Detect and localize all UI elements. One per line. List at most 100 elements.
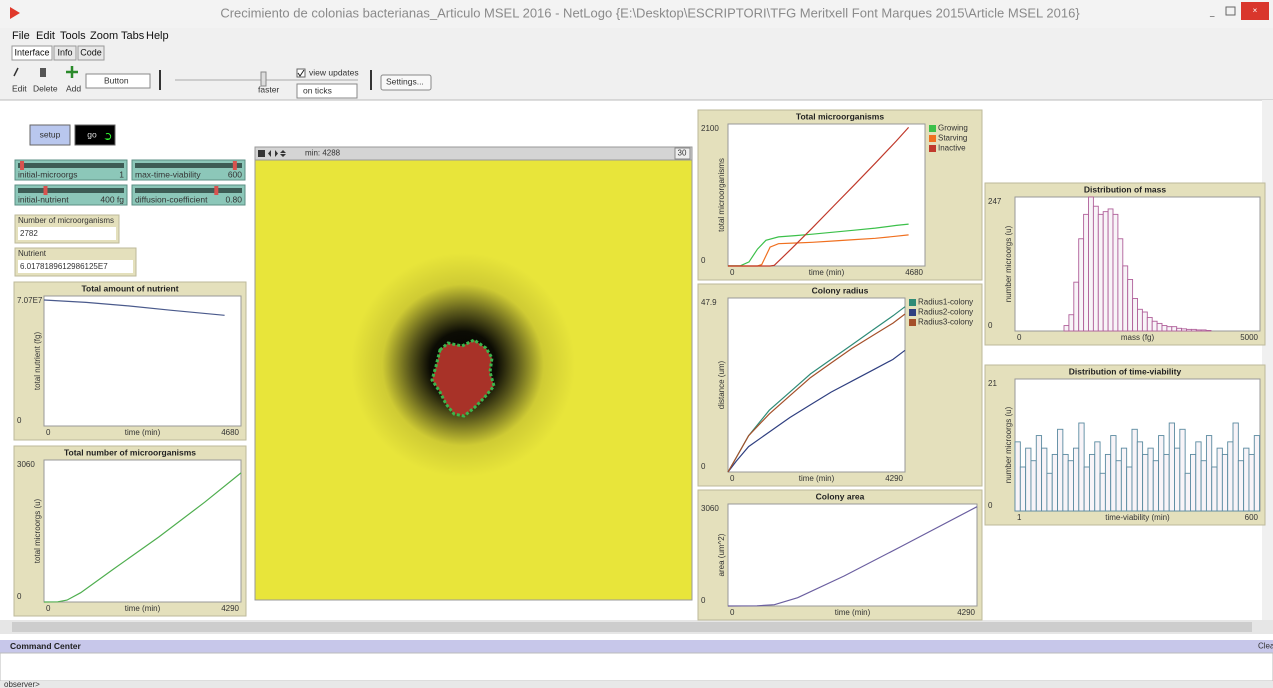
slider-name: initial-nutrient — [18, 194, 69, 204]
monitor-value: 2782 — [20, 229, 38, 238]
series-line — [43, 472, 242, 603]
x-tick-label: 4290 — [885, 474, 903, 483]
legend-label: Radius1-colony — [918, 298, 973, 307]
y-tick-label: 2100 — [701, 124, 719, 133]
histogram-bar — [1216, 447, 1223, 512]
view-icon — [258, 150, 265, 157]
tab[interactable] — [53, 45, 77, 61]
histogram-bar — [1104, 453, 1112, 512]
menu-item[interactable]: Help — [146, 30, 169, 42]
menu-item[interactable]: File — [12, 30, 30, 42]
tab-label: Info — [57, 47, 72, 57]
v-scrollbar[interactable] — [1262, 100, 1273, 620]
histogram-bar — [1147, 447, 1154, 512]
slider-handle[interactable] — [232, 161, 237, 170]
separator — [370, 70, 372, 90]
checkbox[interactable] — [296, 68, 306, 78]
histogram-bar — [1174, 447, 1181, 512]
close-button[interactable] — [1241, 2, 1269, 20]
setup-button[interactable] — [29, 124, 71, 146]
histogram-bar — [1019, 466, 1027, 512]
close-icon: × — [1253, 6, 1258, 15]
slider-handle[interactable] — [214, 186, 219, 195]
y-axis-label: total nutrient (fg) — [33, 332, 42, 391]
slider-name: diffusion-coefficient — [135, 194, 208, 204]
speed-handle[interactable] — [260, 71, 267, 87]
add-icon — [66, 66, 78, 78]
minimize[interactable]: _ — [1209, 8, 1215, 17]
settings-button[interactable] — [380, 74, 432, 91]
plot-title: Distribution of mass — [1084, 184, 1166, 194]
legend-label: Growing — [938, 124, 968, 133]
tab-label: Interface — [14, 47, 49, 57]
slider-value: 600 — [228, 169, 242, 179]
menu-item[interactable]: Tools — [60, 30, 86, 42]
histogram-bar — [1136, 441, 1144, 512]
check — [297, 69, 305, 77]
histogram-bar — [1132, 297, 1138, 332]
x-tick-label: 4290 — [957, 608, 975, 617]
histogram-bar — [1127, 279, 1134, 332]
menu-item[interactable]: Edit — [36, 30, 55, 42]
histogram-bar — [1057, 428, 1064, 512]
slider-track — [18, 163, 124, 168]
y-tick-label: 3060 — [17, 460, 35, 469]
y-axis-label: number microorgs (u) — [1004, 225, 1013, 302]
tab[interactable] — [77, 45, 105, 61]
series-line — [43, 299, 225, 316]
y-tick-label: 0 — [17, 592, 22, 601]
y-tick-label: 0 — [988, 321, 993, 330]
histogram-bar — [1102, 211, 1109, 332]
maximize[interactable] — [1225, 6, 1236, 16]
x-tick-label: 4680 — [905, 268, 923, 277]
clear-button[interactable]: Clear — [1258, 642, 1273, 651]
histogram-bar — [1221, 453, 1229, 512]
toolbar-label: Settings... — [386, 76, 424, 86]
tab[interactable] — [11, 45, 53, 61]
x-axis-label: time (min) — [809, 268, 845, 277]
update-dropdown[interactable] — [296, 83, 358, 99]
tab-label: Code — [80, 47, 102, 57]
plot-title: Colony area — [816, 491, 865, 501]
histogram-bar — [1107, 208, 1114, 332]
title-bar — [0, 0, 1273, 28]
slider-handle[interactable] — [43, 186, 48, 195]
histogram-bar — [1179, 428, 1186, 512]
go-button[interactable] — [74, 124, 116, 146]
toolbar-label: Button — [104, 75, 129, 85]
toolbar-label: Edit — [12, 83, 27, 93]
histogram-bar — [1083, 466, 1090, 512]
slider-value: 1 — [119, 169, 124, 179]
y-tick-label: 0 — [701, 596, 706, 605]
toolbar-label: view updates — [309, 67, 359, 77]
histogram-bar — [1088, 453, 1096, 512]
y-tick-label: 0 — [988, 501, 993, 510]
legend-swatch — [929, 145, 936, 152]
histogram-bar — [1142, 453, 1149, 512]
plot-area — [727, 503, 978, 607]
legend-swatch — [909, 319, 916, 326]
slider-handle[interactable] — [20, 161, 25, 170]
legend-label: Radius2-colony — [918, 308, 973, 317]
menu-item[interactable]: Zoom — [90, 30, 118, 42]
command-center-bar — [0, 640, 1273, 653]
y-tick-label: 47.9 — [701, 298, 717, 307]
plot-title: Distribution of time-viability — [1069, 366, 1182, 376]
plot-title: Colony radius — [812, 285, 869, 295]
plot-title: Total amount of nutrient — [81, 283, 178, 293]
x-tick-label: 0 — [1017, 333, 1022, 342]
command-center-title: Command Center — [10, 641, 82, 651]
x-tick-label: 0 — [730, 474, 735, 483]
series-line — [727, 313, 906, 473]
x-axis-label: mass (fg) — [1121, 333, 1155, 342]
legend-swatch — [929, 135, 936, 142]
y-axis-label: area (um^2) — [717, 533, 726, 576]
monitor-field — [18, 260, 133, 273]
command-input[interactable] — [0, 681, 1273, 688]
histogram-bar — [1161, 325, 1168, 332]
menu-item[interactable]: Tabs — [121, 30, 145, 42]
slider-name: max-time-viability — [135, 169, 201, 179]
scroll-thumb[interactable] — [12, 622, 1252, 632]
y-axis-label: distance (um) — [717, 360, 726, 409]
widget-dropdown[interactable] — [85, 73, 151, 89]
